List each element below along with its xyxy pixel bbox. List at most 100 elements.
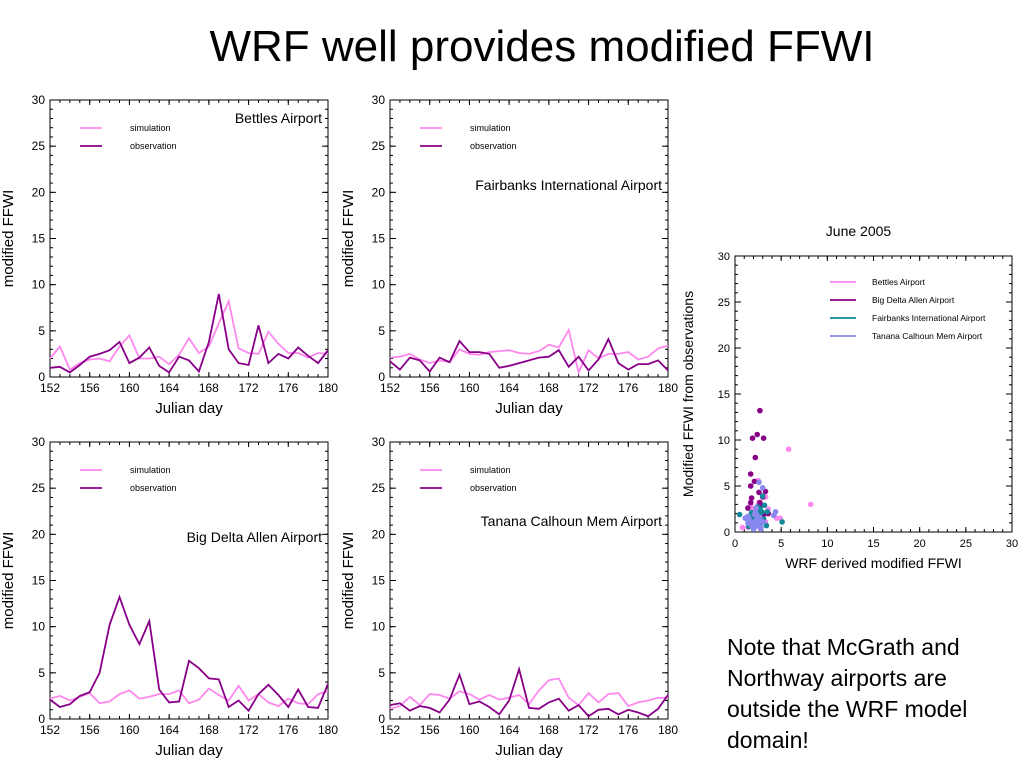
scatter-point-3 — [750, 526, 757, 532]
scatter-point-3 — [758, 524, 764, 531]
scatter-point-1 — [751, 478, 758, 485]
legend-label-0: Bettles Airport — [872, 277, 926, 287]
y-tick-label: 20 — [32, 185, 46, 199]
scatter-title: June 2005 — [826, 223, 892, 239]
y-tick-label: 0 — [378, 370, 385, 384]
x-tick-label: 30 — [1006, 538, 1018, 550]
y-tick-label: 0 — [38, 712, 45, 726]
note-text: Note that McGrath and Northway airports … — [727, 634, 968, 753]
x-tick-label: 152 — [380, 723, 400, 737]
x-tick-label: 180 — [318, 381, 338, 395]
x-tick-label: 164 — [499, 381, 519, 395]
x-tick-label: 160 — [459, 723, 479, 737]
legend-label-1: Big Delta Allen Airport — [872, 295, 955, 305]
series-line-observation — [389, 336, 669, 373]
x-tick-label: 168 — [199, 723, 219, 737]
x-axis-label: Julian day — [155, 742, 223, 759]
line-chart-big-delta: 152 156 160 164 168 172 176 180 0 5 10 15 20 25 30 Juli… — [0, 435, 338, 759]
scatter-point-1 — [752, 454, 759, 461]
scatter-point-2 — [764, 509, 771, 515]
scatter-point-0 — [739, 524, 746, 531]
legend-label-observation: observation — [470, 483, 517, 493]
legend-label-simulation: simulation — [130, 123, 171, 133]
legend-label-observation: observation — [130, 483, 177, 493]
line-chart-tanana: 152 156 160 164 168 172 176 180 0 5 10 15 20 25 30 Juli… — [340, 435, 678, 759]
station-title: Tanana Calhoun Mem Airport — [481, 513, 662, 529]
series-line-observation — [49, 293, 329, 374]
x-tick-label: 180 — [658, 723, 678, 737]
x-tick-label: 160 — [119, 723, 139, 737]
y-tick-label: 20 — [32, 527, 46, 541]
legend-label-observation: observation — [470, 141, 517, 151]
scatter-point-1 — [756, 489, 762, 496]
scatter-point-3 — [753, 505, 759, 511]
x-tick-label: 176 — [278, 381, 298, 395]
y-tick-label: 10 — [32, 620, 46, 634]
x-tick-label: 176 — [618, 723, 638, 737]
legend-label-observation: observation — [130, 141, 177, 151]
y-tick-label: 20 — [718, 343, 730, 355]
slide-title: WRF well provides modified FFWI — [209, 22, 875, 71]
y-tick-label: 15 — [32, 232, 46, 246]
plot-frame — [389, 99, 669, 378]
legend-label-simulation: simulation — [130, 465, 171, 475]
station-title: Fairbanks International Airport — [475, 177, 662, 193]
y-tick-label: 25 — [32, 139, 46, 153]
x-tick-label: 152 — [380, 381, 400, 395]
series-line-simulation — [389, 677, 668, 710]
y-tick-label: 5 — [38, 666, 45, 680]
scatter-point-3 — [746, 515, 752, 521]
y-tick-label: 10 — [372, 620, 386, 634]
y-tick-label: 25 — [372, 139, 386, 153]
x-tick-label: 164 — [159, 381, 179, 395]
y-tick-label: 0 — [724, 527, 730, 539]
y-tick-label: 30 — [372, 93, 386, 107]
y-tick-label: 5 — [38, 324, 45, 338]
scatter-point-1 — [747, 483, 754, 489]
scatter-point-3 — [759, 485, 766, 491]
y-tick-label: 20 — [372, 527, 386, 541]
y-tick-label: 30 — [372, 435, 386, 449]
scatter-point-3 — [749, 521, 756, 528]
series-line-simulation — [49, 298, 329, 371]
x-axis-label: Julian day — [495, 400, 563, 417]
scatter-point-2 — [761, 502, 768, 509]
y-tick-label: 5 — [378, 666, 385, 680]
y-tick-label: 10 — [718, 435, 730, 447]
x-tick-label: 172 — [239, 381, 259, 395]
y-tick-label: 0 — [378, 712, 385, 726]
x-axis-label: WRF derived modified FFWI — [785, 555, 962, 571]
x-tick-label: 168 — [539, 723, 559, 737]
y-tick-label: 25 — [718, 297, 730, 309]
x-tick-label: 156 — [80, 723, 100, 737]
plot-frame — [389, 441, 669, 720]
x-axis-label: Julian day — [155, 400, 223, 417]
scatter-point-1 — [757, 407, 763, 414]
series-line-observation — [389, 665, 669, 718]
x-tick-label: 168 — [539, 381, 559, 395]
series-line-observation — [49, 594, 329, 713]
y-tick-label: 15 — [372, 574, 386, 588]
y-tick-label: 25 — [372, 481, 386, 495]
y-tick-label: 30 — [32, 435, 46, 449]
x-tick-label: 25 — [960, 538, 972, 550]
station-title: Big Delta Allen Airport — [187, 529, 323, 545]
x-tick-label: 172 — [239, 723, 259, 737]
y-tick-label: 0 — [38, 370, 45, 384]
y-tick-label: 5 — [724, 481, 730, 493]
scatter-point-3 — [753, 510, 759, 517]
y-axis-label: Modified FFWI from observations — [680, 291, 696, 497]
x-tick-label: 160 — [119, 381, 139, 395]
x-tick-label: 168 — [199, 381, 219, 395]
scatter-point-2 — [759, 493, 766, 499]
y-tick-label: 30 — [32, 93, 46, 107]
x-tick-label: 156 — [80, 381, 100, 395]
x-axis-label: Julian day — [495, 742, 563, 759]
scatter-point-1 — [760, 435, 767, 441]
y-tick-label: 30 — [718, 251, 730, 263]
x-tick-label: 20 — [914, 538, 926, 550]
x-tick-label: 172 — [579, 381, 599, 395]
scatter-point-1 — [754, 431, 760, 438]
line-chart-bettles: 152 156 160 164 168 172 176 180 0 5 10 15 20 25 30 Juli… — [0, 93, 338, 417]
legend-label-3: Tanana Calhoun Mem Airport — [872, 331, 983, 341]
